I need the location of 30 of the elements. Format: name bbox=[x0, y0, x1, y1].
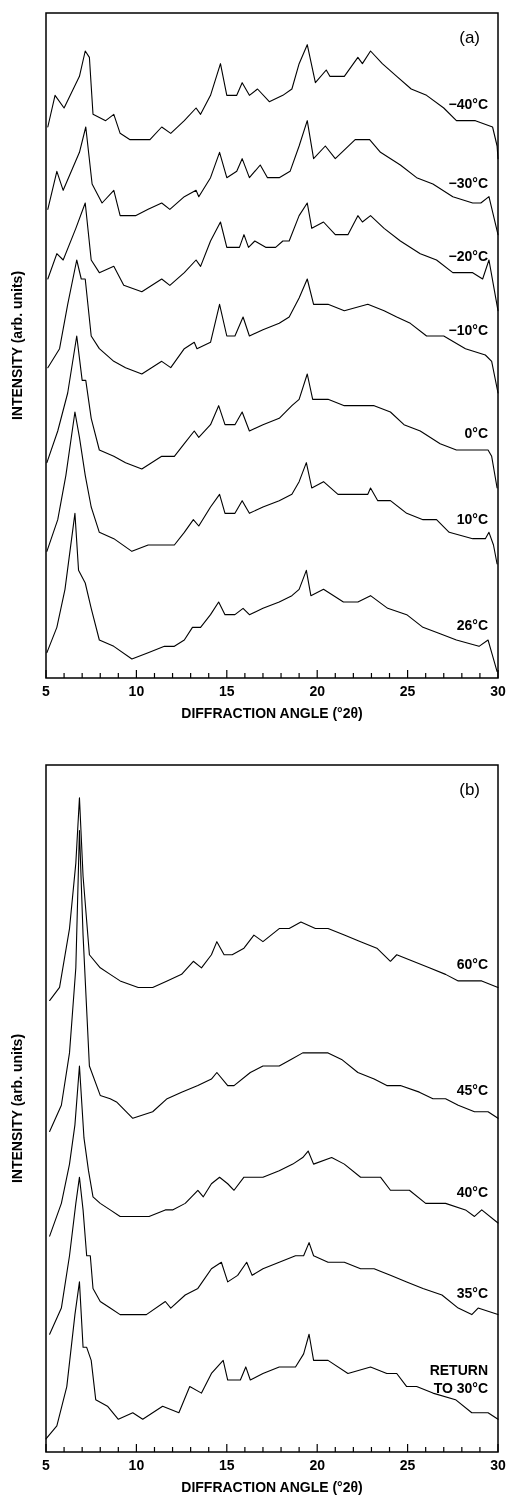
series-label: 10°C bbox=[456, 510, 488, 527]
x-tick-label: 5 bbox=[42, 683, 51, 699]
annotation: (a) bbox=[459, 28, 480, 47]
y-axis-title: INTENSITY (arb. units) bbox=[9, 270, 25, 421]
series-label: −30°C bbox=[448, 174, 488, 191]
x-tick-label: 15 bbox=[219, 683, 235, 699]
series-label: −10°C bbox=[448, 321, 488, 338]
series-label: RETURN TO 30°C bbox=[429, 1361, 488, 1396]
annotation: (b) bbox=[459, 780, 480, 799]
x-tick-label: 20 bbox=[309, 1457, 326, 1473]
x-tick-label: 10 bbox=[128, 1457, 145, 1473]
x-tick-label: 20 bbox=[309, 683, 326, 699]
x-axis-title: DIFFRACTION ANGLE (°2θ) bbox=[181, 705, 363, 721]
series-label: 40°C bbox=[456, 1183, 488, 1200]
series-label: 26°C bbox=[456, 616, 488, 633]
x-tick-label: 30 bbox=[490, 683, 506, 699]
x-tick-label: 15 bbox=[219, 1457, 235, 1473]
series-label: 60°C bbox=[456, 955, 488, 972]
x-axis-title: DIFFRACTION ANGLE (°2θ) bbox=[181, 1479, 363, 1495]
series-label: −20°C bbox=[448, 247, 488, 264]
series-label: 0°C bbox=[464, 425, 488, 441]
x-tick-label: 25 bbox=[399, 1457, 416, 1473]
y-axis-title: INTENSITY (arb. units) bbox=[9, 1033, 25, 1184]
x-tick-label: 5 bbox=[42, 1457, 51, 1473]
series-label: 45°C bbox=[456, 1081, 488, 1098]
x-tick-label: 25 bbox=[399, 683, 416, 699]
series-label: 35°C bbox=[456, 1284, 488, 1301]
x-tick-label: 30 bbox=[490, 1457, 506, 1473]
x-tick-label: 10 bbox=[128, 683, 145, 699]
series-label: −40°C bbox=[448, 95, 488, 112]
